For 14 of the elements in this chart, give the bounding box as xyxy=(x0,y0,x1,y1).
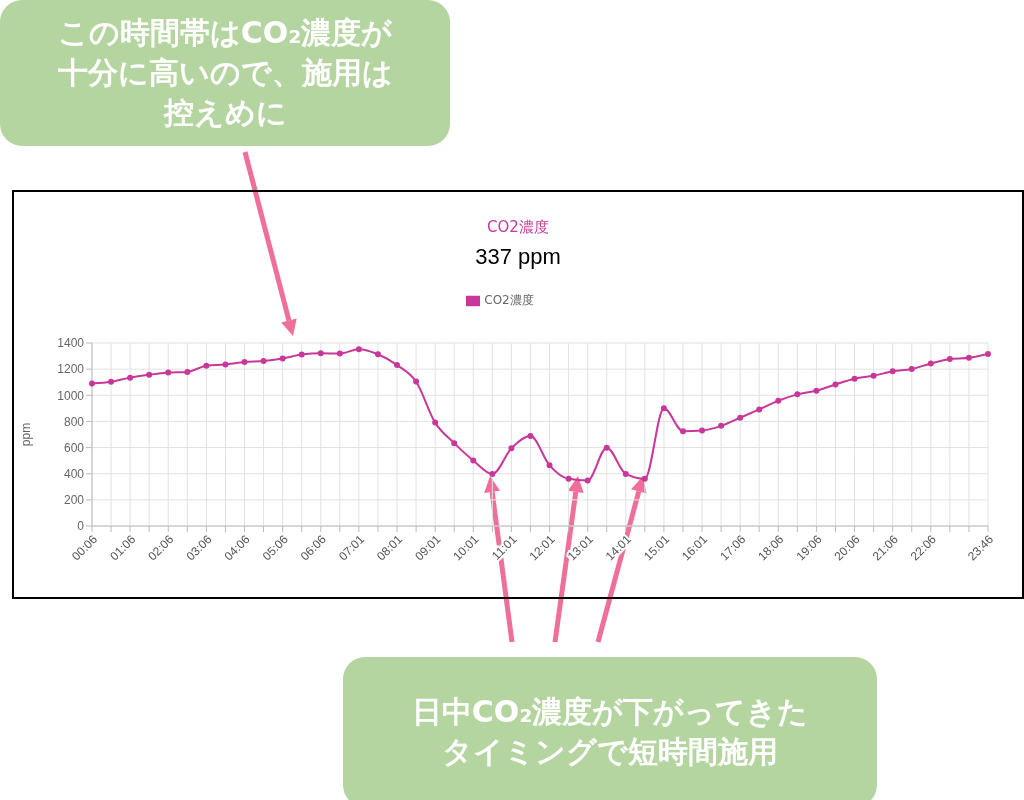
y-tick-label: 400 xyxy=(63,466,85,481)
y-axis-title: ppm xyxy=(19,422,34,447)
y-tick-label: 1200 xyxy=(57,362,85,377)
y-tick-label: 200 xyxy=(63,493,85,508)
legend-label: CO2濃度 xyxy=(484,293,534,307)
text: 日中CO₂濃度が下がってきたタイミングで短時間施用 xyxy=(410,693,810,771)
chart-title: CO2濃度 xyxy=(486,218,550,237)
y-tick-label: 1000 xyxy=(57,388,85,403)
y-tick-label: 800 xyxy=(63,414,85,429)
text: この時間帯はCO₂濃度が十分に高いので、施用は控えめに xyxy=(56,14,394,132)
y-tick-label: 600 xyxy=(63,440,85,455)
y-tick-label: 1400 xyxy=(57,336,85,351)
chart-subtitle: 337 ppm xyxy=(474,244,562,270)
y-tick-label: 0 xyxy=(77,519,85,534)
